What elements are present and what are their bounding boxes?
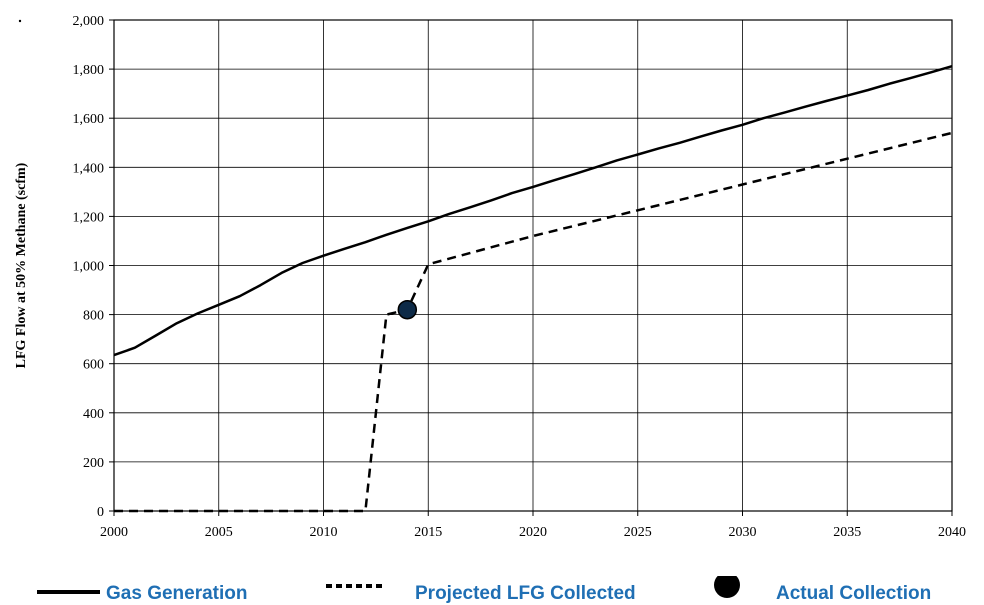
legend: Gas Generation Projected LFG Collected A… (37, 576, 931, 604)
x-tick-label: 2015 (414, 525, 442, 540)
corner-mark (18, 19, 22, 23)
y-tick-label: 400 (83, 407, 104, 422)
y-tick-label: 200 (83, 456, 104, 471)
y-tick-label: 1,400 (73, 161, 105, 176)
y-axis-label: LFG Flow at 50% Methane (scfm) (14, 162, 29, 368)
y-tick-label: 600 (83, 358, 104, 373)
x-tick-label: 2040 (938, 525, 966, 540)
y-tick-label: 1,800 (73, 63, 105, 78)
series-line-projected-lfg-collected (114, 131, 953, 513)
y-tick-label: 1,600 (73, 112, 105, 127)
plot-frame (113, 19, 953, 512)
x-tick-label: 2000 (100, 525, 128, 540)
x-tick-label: 2020 (519, 525, 547, 540)
y-tick-label: 0 (97, 505, 104, 520)
x-tick-label: 2035 (833, 525, 861, 540)
x-tick-label: 2005 (205, 525, 233, 540)
x-tick-label: 2025 (624, 525, 652, 540)
series-line-gas-generation (113, 64, 953, 357)
y-tick-label: 2,000 (73, 14, 105, 29)
x-tick-label: 2030 (729, 525, 757, 540)
data-point-actual-collection (397, 299, 418, 320)
legend-label-gas-generation: Gas Generation (106, 583, 248, 604)
y-tick-label: 800 (83, 309, 104, 324)
y-tick-label: 1,000 (73, 260, 105, 275)
legend-swatch-actual-collection (714, 576, 740, 598)
legend-label-actual-collection: Actual Collection (776, 583, 931, 604)
x-axis-ticks: 2000 2005 2010 2015 2020 2025 2030 2035 2040 (100, 511, 966, 540)
series-group (113, 64, 953, 513)
chart-svg: 0 200 400 600 800 1,000 1,200 1,400 1,600 1,800 2,… (14, 14, 966, 540)
x-tick-label: 2010 (310, 525, 338, 540)
y-tick-label: 1,200 (73, 210, 105, 225)
legend-label-projected-lfg-collected: Projected LFG Collected (415, 583, 636, 604)
y-axis-ticks: 0 200 400 600 800 1,000 1,200 1,400 1,600 1,800 2,… (73, 14, 114, 520)
grid-lines (113, 19, 953, 512)
